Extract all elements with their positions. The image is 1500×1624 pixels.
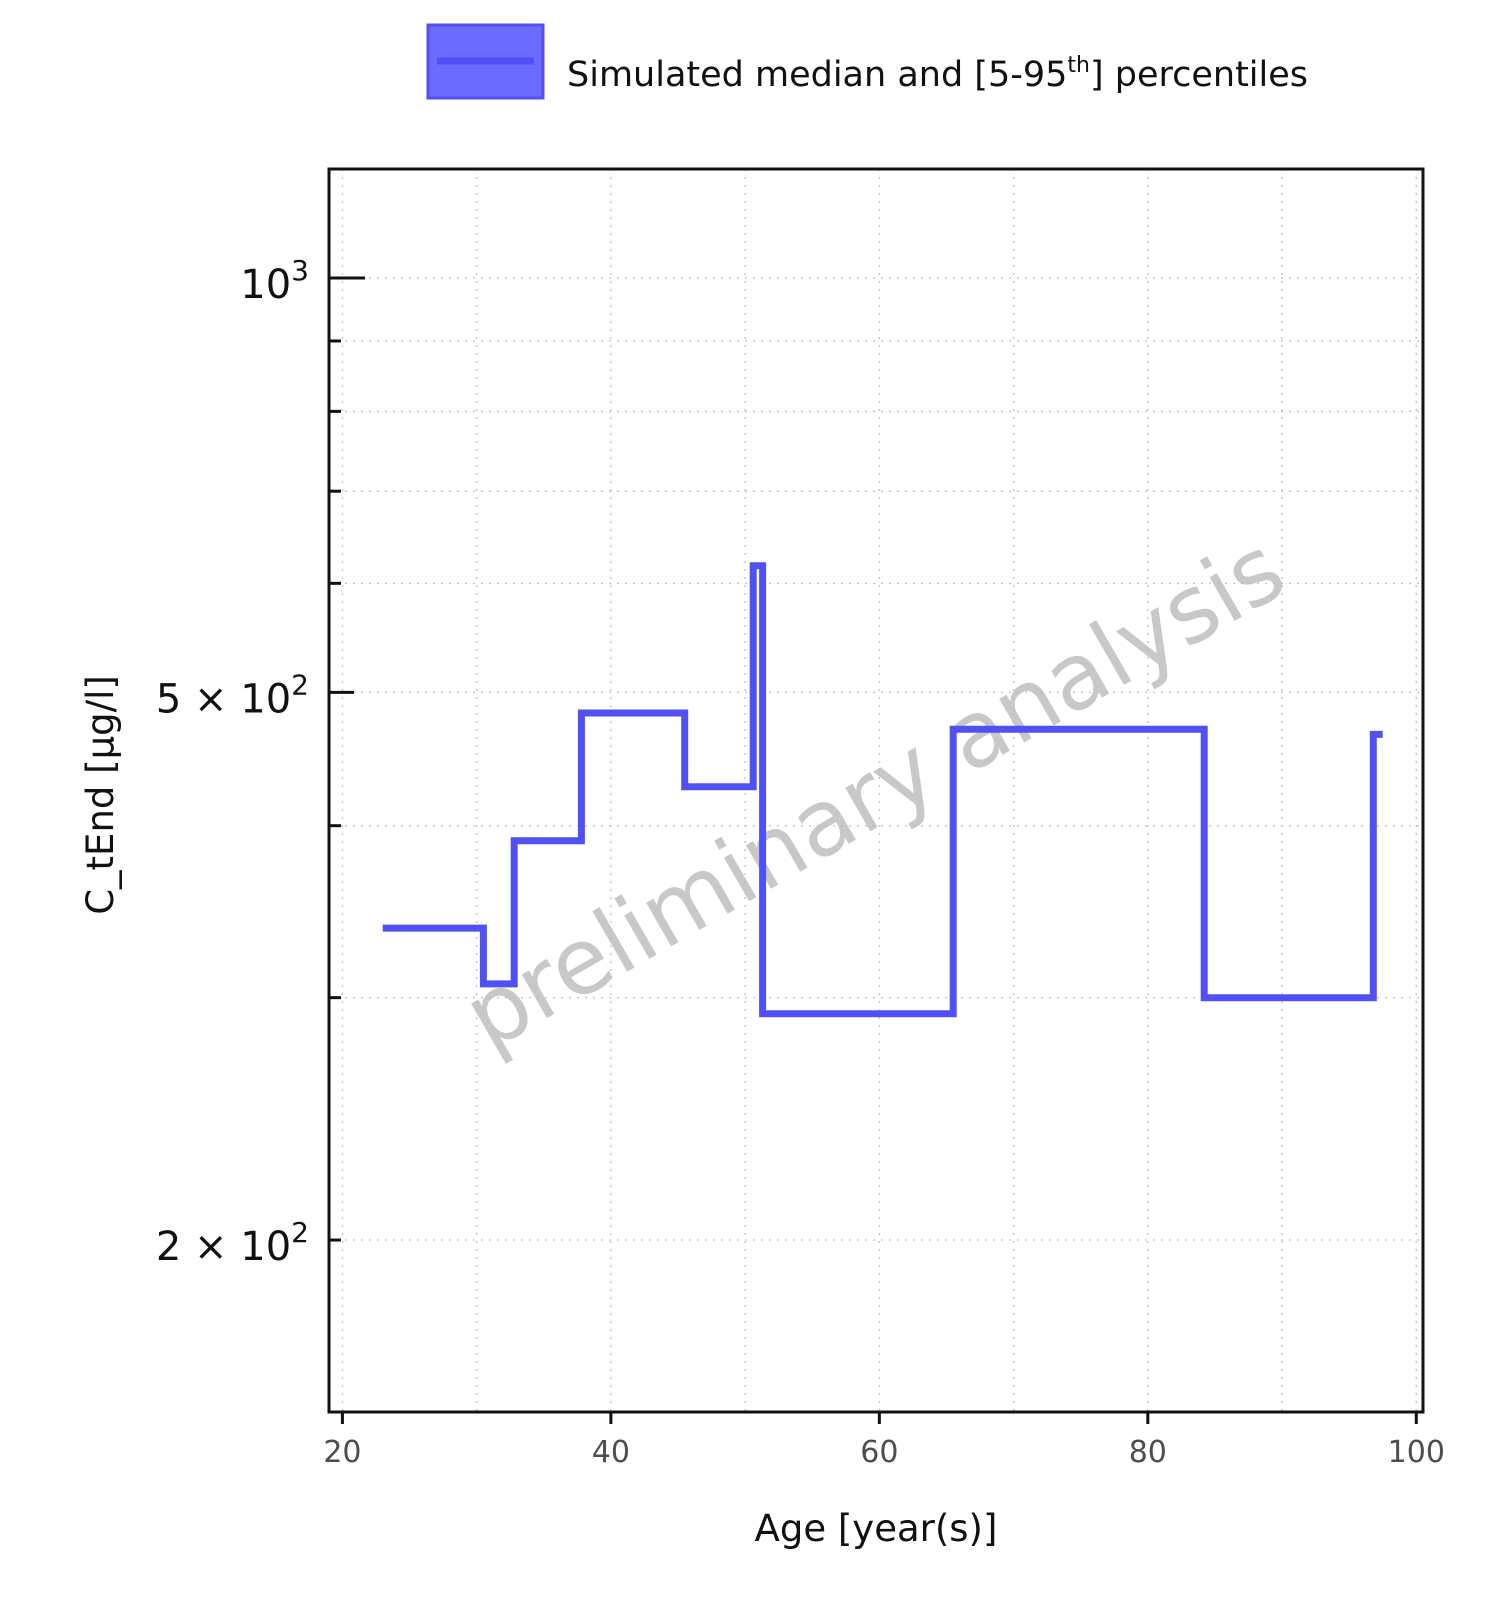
- x-tick-label: 60: [860, 1435, 898, 1470]
- plot-background: [329, 169, 1423, 1412]
- x-tick-label: 40: [592, 1435, 630, 1470]
- legend-label-sup: th: [1067, 53, 1090, 78]
- plot-frame: [327, 167, 1425, 1414]
- y-tick-label: 103: [240, 254, 309, 308]
- y-axis-title: C_tEnd [µg/l]: [79, 675, 122, 915]
- x-axis-title: Age [year(s)]: [755, 1507, 998, 1550]
- y-tick-label: 2 × 102: [156, 1216, 309, 1270]
- y-tick-label-exponent: 2: [291, 1216, 309, 1249]
- x-tick-label: 80: [1129, 1435, 1167, 1470]
- y-tick-label: 5 × 102: [156, 668, 309, 722]
- legend-label: Simulated median and [5-95th] percentile…: [567, 53, 1308, 95]
- legend-label-end: ] percentiles: [1090, 55, 1308, 95]
- y-tick-label-base: 5 × 10: [156, 676, 291, 722]
- plot-area: preliminary analysis: [327, 167, 1425, 1414]
- x-tick-label: 20: [323, 1435, 361, 1470]
- y-tick-label-exponent: 2: [291, 668, 309, 701]
- series-layer: [382, 562, 1383, 1018]
- y-tick-label-exponent: 3: [291, 254, 309, 287]
- legend: Simulated median and [5-95th] percentile…: [426, 23, 1308, 100]
- series-line: [382, 562, 1383, 1018]
- y-tick-label-base: 2 × 10: [156, 1224, 291, 1270]
- x-axis: 20 40 60 80 100: [323, 1412, 1445, 1470]
- x-tick-label: 100: [1388, 1435, 1445, 1470]
- legend-label-main: Simulated median and [5-95: [567, 55, 1067, 95]
- y-tick-label-base: 10: [240, 262, 291, 308]
